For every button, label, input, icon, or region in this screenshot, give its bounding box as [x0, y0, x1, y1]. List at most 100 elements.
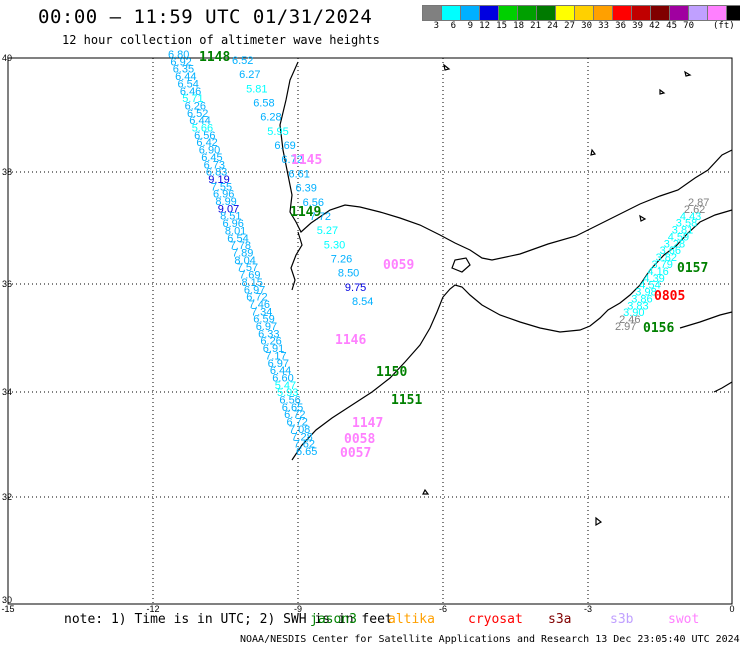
- wave-height-label: 7.26: [331, 254, 352, 266]
- x-axis-label: -15: [1, 604, 14, 614]
- wave-height-label: 8.99: [215, 196, 236, 208]
- wave-height-label: 6.52: [187, 108, 208, 120]
- wave-height-label: 6.56: [194, 130, 215, 142]
- footer-credit: NOAA/NESDIS Center for Satellite Applica…: [240, 634, 740, 645]
- wave-height-label: 6.72: [246, 292, 267, 304]
- wave-height-label: 6.73: [204, 159, 225, 171]
- pass-time-label: 1150: [376, 365, 407, 380]
- y-axis-label: 38: [2, 167, 12, 177]
- x-axis-label: -3: [584, 604, 592, 614]
- wave-height-label: 8.54: [352, 296, 373, 308]
- wave-height-label: 3.82: [656, 252, 677, 264]
- wave-height-label: 7.34: [251, 306, 272, 318]
- colorbar-label: 24: [547, 21, 558, 31]
- pass-time-labels: 1148 1145 1149 0059 1146 1150 1151 114700580057…: [199, 50, 708, 461]
- satellite-legend-item: s3a: [548, 612, 572, 627]
- wave-height-label: 5.66: [192, 123, 213, 135]
- map-title: 00:00 – 11:59 UTC 01/31/2024: [38, 6, 373, 28]
- satellite-legend-item: cryosat: [468, 612, 523, 627]
- pass-time-label: 1147: [352, 416, 383, 431]
- wave-height-label: 6.72: [287, 417, 308, 429]
- wave-height-label: 2.46: [619, 314, 640, 326]
- wave-height-label: 6.33: [258, 328, 279, 340]
- wave-height-label: 4.59: [668, 231, 689, 243]
- y-axis-label: 32: [2, 492, 12, 502]
- wave-height-label: 5.47: [275, 380, 296, 392]
- satellite-legend-item: swot: [668, 612, 700, 627]
- colorbar-label: 70: [683, 21, 694, 31]
- pass-time-label: 0156: [643, 321, 674, 336]
- wave-height-label: 6.96: [223, 218, 244, 230]
- map-frame: [7, 57, 733, 605]
- colorbar-tick-labels: 3 6 9 12 15 18 21 24 27 30 33 36 39 42 45 70: [422, 21, 694, 31]
- wave-height-label: 6.72: [284, 409, 305, 421]
- wave-height-label: 4.39: [643, 273, 664, 285]
- wave-height-label: 6.52: [232, 55, 253, 67]
- wave-height-label: 6.97: [268, 358, 289, 370]
- footer-note: note: 1) Time is in UTC; 2) SWH is in fe…: [64, 612, 393, 627]
- colorbar-label: 36: [615, 21, 626, 31]
- coastlines: [279, 61, 733, 527]
- colorbar-label: 21: [530, 21, 541, 31]
- colorbar-label: 27: [564, 21, 575, 31]
- wave-height-label: 9.07: [218, 203, 239, 215]
- wave-height-label: 4.16: [647, 266, 668, 278]
- wave-height-label: 3.90: [623, 307, 644, 319]
- pass-time-label: 0157: [677, 261, 708, 276]
- wave-height-label: 6.56: [303, 197, 324, 209]
- wave-height-label: 6.90: [199, 145, 220, 157]
- colorbar-label: 3: [433, 21, 439, 31]
- wave-height-label: 6.58: [253, 98, 274, 110]
- wave-height-label: 5.93: [277, 387, 298, 399]
- satellite-legend-item: jason3: [310, 612, 357, 627]
- wave-height-label: 3.66: [660, 245, 681, 257]
- grid-lines: [8, 58, 732, 604]
- wave-height-label: 7.08: [289, 424, 310, 436]
- wave-height-label: 3.81: [672, 225, 693, 237]
- wave-height-label: 9.19: [208, 174, 229, 186]
- colorbar-label: 33: [598, 21, 609, 31]
- wave-height-label: 5.71: [182, 93, 203, 105]
- wave-height-label: 7.55: [211, 181, 232, 193]
- colorbar-label: 15: [496, 21, 507, 31]
- pass-time-label: 0059: [383, 258, 414, 273]
- axis-labels: 40 38 36 34 32 30-15 -12 -9 -6 -3 0: [1, 53, 734, 614]
- wave-height-label: 4.43: [680, 211, 701, 223]
- pass-time-label: 1145: [291, 153, 322, 168]
- wave-height-label: 5.95: [267, 126, 288, 138]
- wave-height-label: 3.79: [652, 259, 673, 271]
- colorbar-swatch: [726, 5, 740, 21]
- wave-height-label: 6.97: [256, 321, 277, 333]
- wave-height-label: 6.45: [201, 152, 222, 164]
- colorbar-unit: (ft): [713, 21, 735, 31]
- wave-height-label: 6.65: [296, 446, 317, 458]
- wave-height-label: 2.62: [684, 204, 705, 216]
- y-axis-label: 30: [2, 595, 12, 605]
- pass-time-label: 0058: [344, 432, 375, 447]
- y-axis-label: 40: [2, 53, 12, 63]
- wave-height-label: 3.98: [635, 287, 656, 299]
- wave-height-label: 8.50: [338, 268, 359, 280]
- wave-height-label: 8.04: [234, 255, 255, 267]
- wave-height-label: 7.78: [230, 240, 251, 252]
- wave-height-label: 6.46: [180, 86, 201, 98]
- satellite-legend-item: s3b: [610, 612, 634, 627]
- satellite-legend-item: altika: [388, 612, 435, 627]
- wave-height-label: 6.72: [281, 154, 302, 166]
- colorbar-label: 6: [450, 21, 456, 31]
- y-axis-label: 36: [2, 279, 12, 289]
- wave-height-labels: 6.806.926.356.446.546.465.716.266.526.44…: [168, 49, 709, 458]
- wave-height-label: 5.27: [317, 225, 338, 237]
- wave-height-label: 7.17: [265, 350, 286, 362]
- wave-height-label: 4.54: [639, 280, 660, 292]
- x-axis-label: 0: [729, 604, 734, 614]
- pass-time-label: 0805: [654, 289, 685, 304]
- wave-height-label: 2.87: [688, 197, 709, 209]
- wave-height-label: 3.28: [664, 238, 685, 250]
- pass-time-label: 1148: [199, 50, 230, 65]
- wave-height-label: 6.65: [282, 402, 303, 414]
- x-axis-label: -12: [146, 604, 159, 614]
- pass-time-label: 1151: [391, 393, 422, 408]
- wave-height-label: 6.96: [213, 189, 234, 201]
